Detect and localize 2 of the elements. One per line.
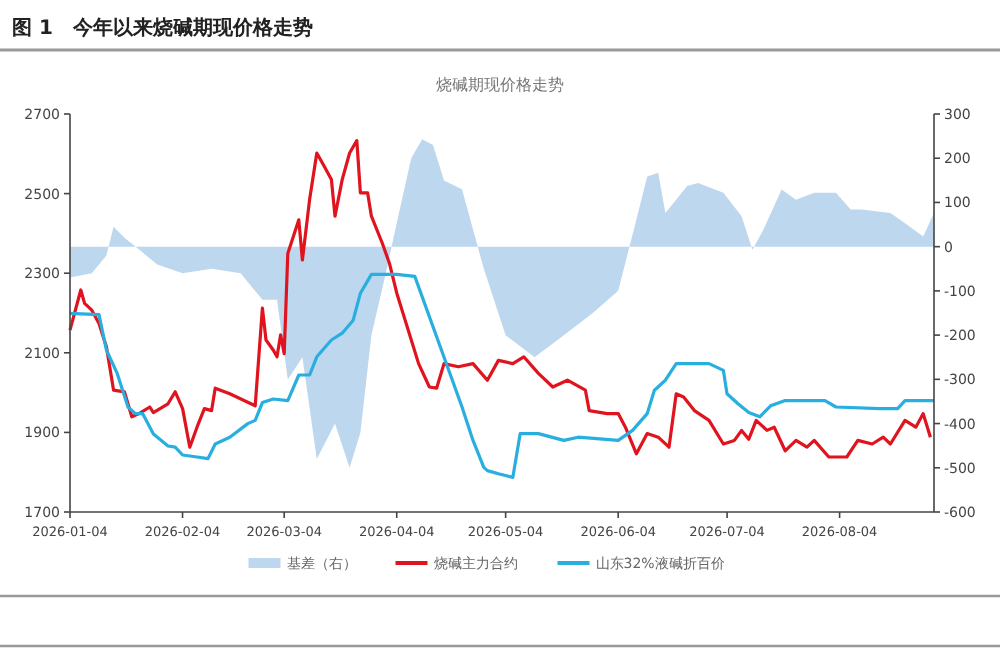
chart-subtitle: 烧碱期现价格走势 (436, 76, 564, 94)
chart-title: 图 1 今年以来烧碱期现价格走势 (12, 16, 313, 40)
